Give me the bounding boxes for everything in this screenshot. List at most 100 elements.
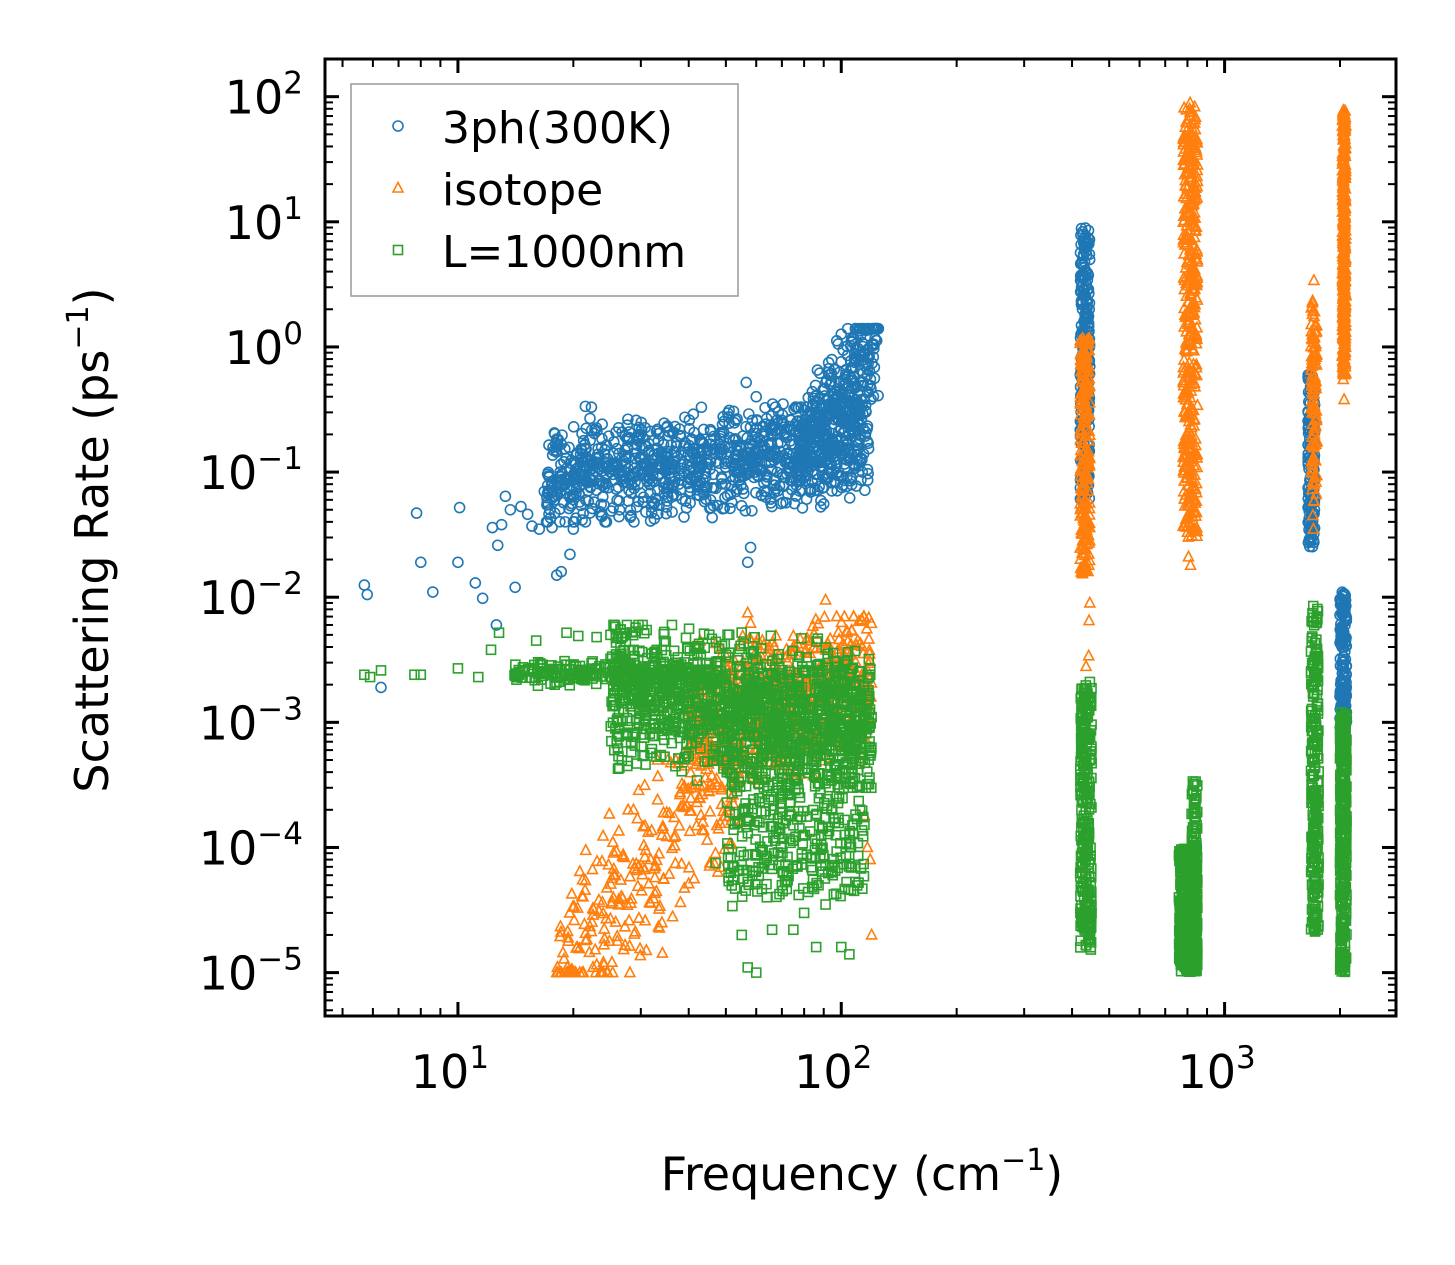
data-point-circle bbox=[559, 516, 571, 528]
data-point-circle bbox=[491, 539, 504, 552]
data-point-circle bbox=[652, 427, 665, 440]
data-point-triangle bbox=[1182, 549, 1195, 562]
data-point-circle bbox=[580, 422, 593, 435]
data-point-circle bbox=[664, 457, 677, 470]
data-point-square bbox=[640, 759, 651, 770]
data-point-circle bbox=[688, 426, 700, 439]
data-point-square bbox=[359, 669, 370, 681]
data-point-circle bbox=[657, 438, 670, 451]
data-point-square bbox=[742, 962, 753, 973]
data-point-square bbox=[409, 669, 420, 681]
data-point-square bbox=[736, 929, 748, 941]
data-point-square bbox=[591, 631, 602, 643]
data-point-circle bbox=[543, 508, 555, 520]
data-point-circle bbox=[648, 475, 660, 488]
data-point-triangle bbox=[651, 769, 665, 782]
data-point-triangle bbox=[703, 804, 717, 817]
data-point-circle bbox=[509, 581, 521, 594]
data-point-triangle bbox=[819, 592, 832, 605]
data-point-circle bbox=[862, 467, 874, 480]
data-point-triangle bbox=[709, 846, 722, 859]
data-point-circle bbox=[814, 501, 827, 513]
data-point-triangle bbox=[642, 876, 656, 889]
data-point-circle bbox=[725, 480, 738, 493]
data-point-circle bbox=[711, 499, 724, 512]
data-point-triangle bbox=[632, 911, 646, 924]
data-point-square bbox=[626, 747, 637, 758]
data-point-circle bbox=[742, 408, 755, 420]
data-point-circle bbox=[661, 495, 673, 507]
data-point-circle bbox=[453, 501, 466, 514]
data-point-circle bbox=[755, 441, 767, 453]
data-point-circle bbox=[533, 523, 546, 535]
data-point-circle bbox=[567, 421, 580, 433]
data-point-triangle bbox=[651, 792, 664, 805]
data-point-circle bbox=[595, 509, 607, 522]
data-point-triangle bbox=[656, 945, 669, 958]
data-point-circle bbox=[565, 457, 577, 470]
data-point-circle bbox=[584, 412, 596, 425]
data-point-circle bbox=[567, 489, 580, 502]
data-point-circle bbox=[755, 489, 768, 501]
data-point-square bbox=[364, 671, 376, 683]
data-point-circle bbox=[724, 502, 736, 515]
data-point-triangle bbox=[1307, 273, 1321, 286]
data-point-square bbox=[750, 967, 762, 978]
data-point-circle bbox=[768, 418, 781, 430]
data-point-circle bbox=[521, 508, 534, 521]
data-point-triangle bbox=[687, 871, 701, 884]
data-point-triangle bbox=[744, 615, 757, 628]
data-point-triangle bbox=[694, 807, 708, 820]
data-point-square bbox=[798, 907, 810, 919]
data-point-circle bbox=[750, 486, 762, 499]
data-point-circle bbox=[750, 390, 763, 403]
data-point-circle bbox=[777, 496, 789, 509]
data-point-circle bbox=[410, 507, 423, 519]
data-point-circle bbox=[635, 416, 648, 429]
data-points bbox=[358, 95, 1353, 978]
data-point-circle bbox=[853, 437, 865, 449]
data-point-circle bbox=[490, 619, 503, 631]
data-point-triangle bbox=[623, 965, 637, 978]
data-point-circle bbox=[737, 483, 749, 495]
data-point-circle bbox=[504, 503, 517, 516]
data-point-circle bbox=[661, 445, 674, 458]
data-point-square bbox=[572, 630, 584, 642]
data-point-circle bbox=[499, 490, 512, 503]
data-point-circle bbox=[705, 502, 717, 514]
data-point-circle bbox=[695, 401, 708, 414]
data-point-square bbox=[727, 900, 738, 912]
data-point-triangle bbox=[741, 605, 755, 618]
data-point-circle bbox=[526, 520, 538, 532]
data-point-circle bbox=[543, 439, 555, 451]
data-point-circle bbox=[844, 453, 857, 466]
data-point-circle bbox=[765, 436, 777, 449]
data-point-circle bbox=[585, 401, 598, 413]
data-point-circle bbox=[717, 410, 729, 423]
data-point-circle bbox=[623, 484, 635, 497]
data-point-circle bbox=[776, 409, 789, 421]
data-point-circle bbox=[741, 556, 754, 569]
data-point-triangle bbox=[603, 806, 616, 819]
data-point-circle bbox=[358, 579, 371, 591]
data-point-circle bbox=[452, 556, 464, 569]
data-point-square bbox=[375, 665, 387, 676]
data-point-square bbox=[530, 635, 542, 646]
data-point-circle bbox=[567, 523, 580, 535]
data-point-triangle bbox=[865, 927, 878, 940]
data-point-circle bbox=[599, 516, 611, 528]
data-point-triangle bbox=[818, 609, 831, 622]
data-point-triangle bbox=[861, 840, 874, 853]
data-point-circle bbox=[719, 478, 732, 490]
data-point-triangle bbox=[573, 864, 587, 877]
data-point-circle bbox=[515, 500, 527, 513]
data-point-triangle bbox=[666, 909, 679, 922]
data-point-circle bbox=[650, 425, 663, 437]
data-point-circle bbox=[667, 426, 680, 438]
data-point-triangle bbox=[597, 921, 611, 934]
data-point-circle bbox=[740, 376, 753, 389]
data-point-square bbox=[485, 644, 497, 656]
data-point-triangle bbox=[674, 895, 687, 908]
data-point-circle bbox=[577, 507, 589, 520]
data-point-circle bbox=[718, 502, 731, 515]
